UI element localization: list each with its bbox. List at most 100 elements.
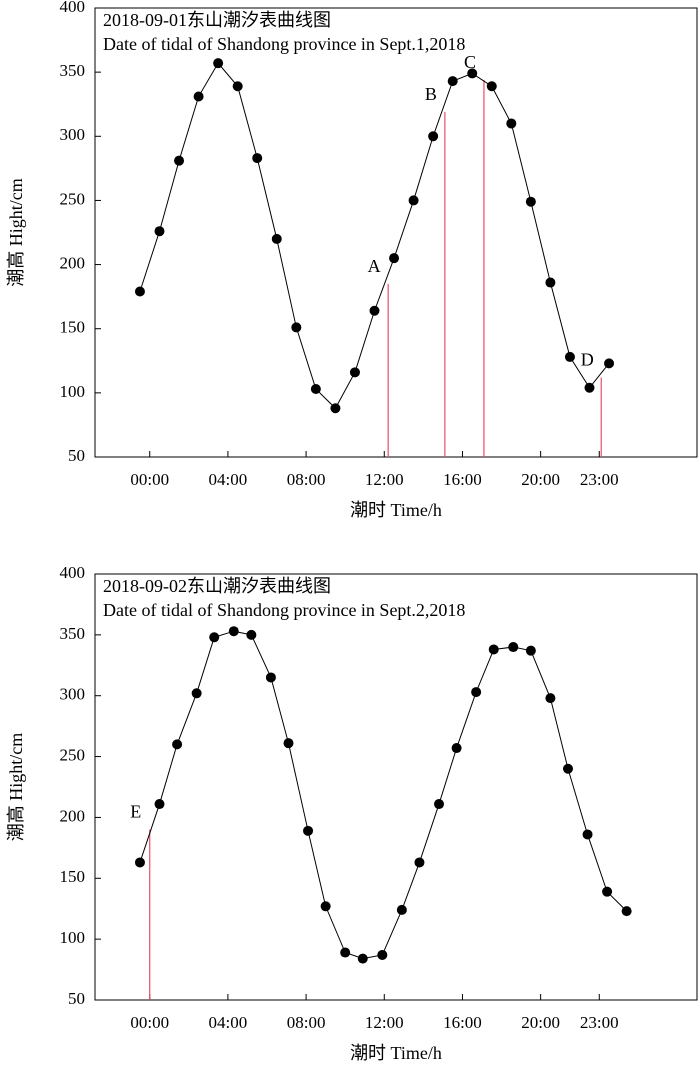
point	[396, 904, 407, 915]
x-tick-label: 16:00	[443, 1013, 482, 1032]
x-axis-title: 潮时 Time/h	[350, 500, 442, 520]
point	[564, 351, 575, 362]
point	[310, 384, 321, 395]
point	[340, 947, 351, 958]
x-tick-label: 04:00	[209, 470, 248, 489]
point	[488, 644, 499, 655]
point	[252, 153, 263, 164]
point	[486, 81, 497, 92]
point	[563, 763, 573, 774]
point	[584, 382, 595, 393]
point	[545, 277, 556, 288]
y-tick-label: 300	[60, 685, 86, 704]
point	[330, 403, 341, 414]
y-tick-label: 350	[60, 624, 86, 643]
point	[545, 693, 556, 704]
y-tick-label: 200	[60, 253, 86, 272]
x-tick-label: 20:00	[521, 470, 560, 489]
chart-title: 2018-09-02东山潮汐表曲线图	[103, 576, 331, 596]
point	[434, 799, 444, 810]
line	[139, 62, 610, 410]
point	[582, 829, 593, 840]
point	[271, 233, 282, 244]
point	[174, 155, 185, 166]
point	[621, 906, 632, 917]
annotation-label: A	[368, 256, 381, 276]
y-axis-title: 潮高 Hight/cm	[6, 178, 26, 287]
point	[193, 91, 204, 102]
point	[525, 196, 536, 207]
y-tick-label: 300	[60, 125, 86, 144]
x-tick-label: 20:00	[521, 1013, 560, 1032]
y-tick-label: 200	[60, 806, 86, 825]
x-tick-label: 23:00	[580, 470, 619, 489]
x-tick-label: 23:00	[580, 1013, 619, 1032]
chart-subtitle: Date of tidal of Shandong province in Se…	[103, 34, 465, 54]
x-tick-label: 00:00	[130, 470, 169, 489]
y-tick-label: 100	[60, 382, 86, 401]
y-tick-label: 250	[60, 745, 86, 764]
chart-subtitle: Date of tidal of Shandong province in Se…	[103, 600, 465, 620]
point	[471, 687, 482, 698]
point	[228, 626, 239, 637]
chart-title: 2018-09-01东山潮汐表曲线图	[103, 10, 331, 30]
point	[154, 799, 165, 810]
point	[428, 131, 439, 142]
point	[303, 825, 314, 836]
point	[525, 645, 536, 656]
x-tick-label: 12:00	[365, 1013, 404, 1032]
point	[389, 253, 400, 264]
x-tick-label: 12:00	[365, 470, 404, 489]
y-tick-label: 50	[68, 446, 85, 465]
x-tick-label: 08:00	[287, 470, 326, 489]
point	[508, 642, 519, 653]
y-tick-label: 250	[60, 189, 86, 208]
x-tick-label: 04:00	[209, 1013, 248, 1032]
point	[134, 286, 145, 297]
annotation-label: B	[425, 84, 437, 104]
y-tick-label: 350	[60, 61, 86, 80]
annotation-label: D	[581, 350, 594, 370]
point	[408, 195, 419, 206]
annotation-label: C	[464, 52, 476, 72]
point	[291, 322, 302, 333]
y-tick-label: 150	[60, 318, 86, 337]
y-axis-title: 潮高 Hight/cm	[6, 733, 26, 842]
point	[451, 743, 462, 754]
point	[377, 949, 388, 960]
x-tick-label: 08:00	[287, 1013, 326, 1032]
point	[467, 68, 478, 79]
point	[447, 76, 458, 87]
y-tick-label: 400	[60, 0, 86, 16]
point	[349, 367, 360, 378]
line-series	[134, 626, 632, 964]
x-tick-label: 00:00	[130, 1013, 169, 1032]
y-tick-label: 50	[68, 989, 85, 1008]
y-tick-label: 150	[60, 867, 86, 886]
point	[414, 857, 425, 868]
point	[602, 886, 613, 897]
y-tick-label: 400	[60, 563, 86, 582]
line	[139, 630, 627, 960]
point	[191, 688, 202, 699]
point	[604, 358, 615, 369]
plot-frame	[94, 7, 698, 458]
point	[209, 632, 220, 643]
point	[232, 81, 243, 92]
line-series	[134, 58, 615, 414]
plot-frame	[94, 573, 698, 1001]
point	[154, 226, 165, 237]
point	[246, 629, 257, 640]
annotation-label: E	[130, 802, 141, 822]
point	[506, 118, 517, 129]
point	[213, 58, 224, 69]
point	[172, 739, 183, 750]
point	[283, 738, 294, 749]
point	[357, 953, 368, 964]
point	[265, 672, 276, 683]
point	[134, 857, 145, 868]
x-tick-label: 16:00	[443, 470, 482, 489]
point	[320, 901, 331, 912]
y-tick-label: 100	[60, 928, 86, 947]
